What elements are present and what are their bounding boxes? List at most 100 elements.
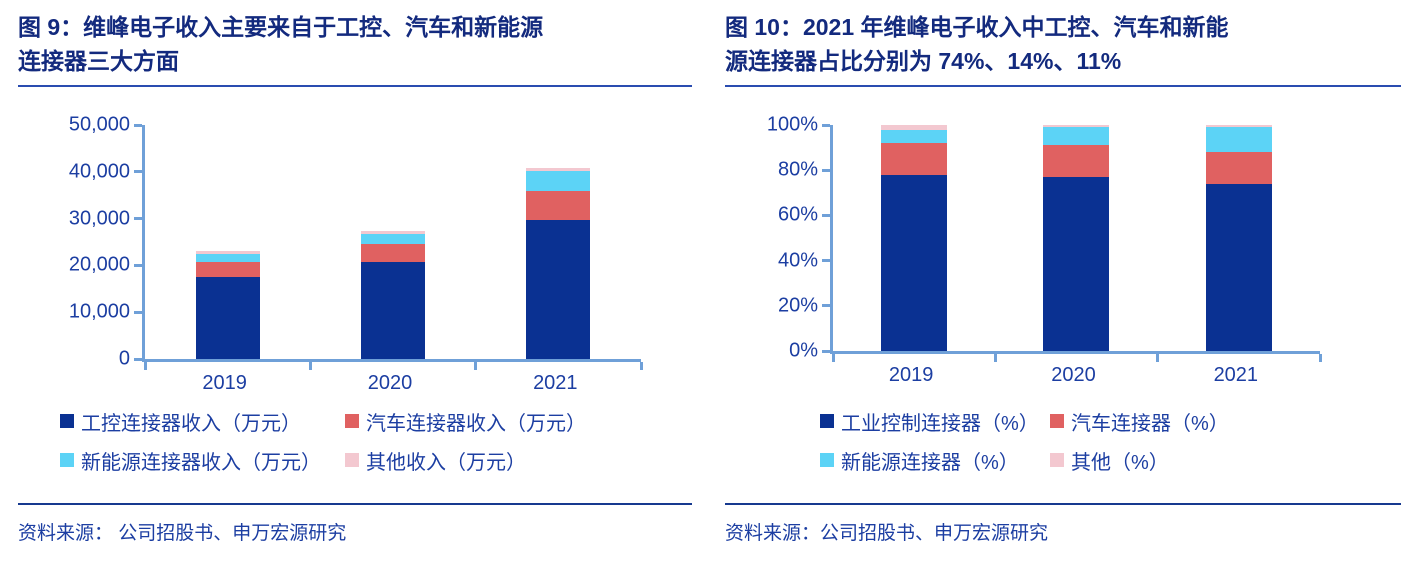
- x-axis-tick: [1318, 354, 1322, 362]
- bar-segment: [195, 261, 260, 278]
- y-axis-tick: [134, 263, 142, 267]
- bar-segment: [195, 253, 260, 262]
- bar-segment: [195, 251, 260, 254]
- x-axis-labels: 2019 2020 2021: [142, 372, 638, 395]
- bar-segment: [195, 277, 260, 359]
- y-tick-label: 0: [118, 347, 130, 370]
- category-cell-2019: [833, 125, 995, 351]
- bar-segment: [1043, 125, 1110, 128]
- bar-segment: [1205, 125, 1272, 128]
- x-axis-tick: [639, 362, 643, 370]
- y-axis-tick: [134, 123, 142, 127]
- legend-label: 新能源连接器（%）: [841, 451, 1019, 474]
- legend-label: 汽车连接器（%）: [1071, 412, 1229, 435]
- y-axis-tick: [822, 123, 830, 127]
- figure-9-legend: 工控连接器收入（万元） 汽车连接器收入（万元） 新能源连接器收入（万元） 其他收入（万…: [60, 407, 586, 474]
- x-axis-tick: [1156, 354, 1160, 362]
- bar-segment: [360, 262, 425, 359]
- figure-9-title: 图 9：维峰电子收入主要来自于工控、汽车和新能源 连接器三大方面: [18, 0, 692, 87]
- bar-segment: [526, 168, 591, 172]
- legend-row: 新能源连接器（%） 其他（%）: [820, 446, 1229, 474]
- y-axis-tick: [822, 304, 830, 308]
- y-axis-tick: [134, 170, 142, 174]
- x-axis-tick: [143, 362, 147, 370]
- y-axis-tick: [134, 357, 142, 361]
- category-cell-2021: [476, 125, 641, 359]
- category-cell-2021: [1158, 125, 1320, 351]
- legend-item: 其他（%）: [1050, 446, 1169, 475]
- x-axis-labels: 2019 2020 2021: [830, 364, 1317, 387]
- legend-label: 新能源连接器收入（万元）: [81, 451, 321, 474]
- bar-segment: [1205, 152, 1272, 184]
- y-axis-tick: [822, 349, 830, 353]
- stacked-bar-2020: [1043, 125, 1110, 351]
- legend-swatch: [60, 414, 74, 428]
- bar-segment: [526, 191, 591, 221]
- bar-segment: [360, 231, 425, 235]
- bar-segment: [881, 125, 948, 130]
- legend-swatch: [820, 414, 834, 428]
- revenue-share-stacked-bar-chart: 0% 20% 40% 60% 80% 100% 2019 2020 2021: [725, 97, 1401, 402]
- legend-swatch: [1050, 453, 1064, 467]
- legend-item: 工控连接器收入（万元）: [60, 407, 345, 436]
- y-tick-label: 20,000: [68, 253, 130, 276]
- legend-item: 新能源连接器收入（万元）: [60, 446, 345, 475]
- stacked-bar-2021: [526, 125, 591, 359]
- stacked-bar-2019: [881, 125, 948, 351]
- plot-area: [822, 123, 1322, 362]
- category-cell-2019: [145, 125, 310, 359]
- stacked-bar-2020: [360, 125, 425, 359]
- bar-segment: [881, 129, 948, 144]
- legend-item: 汽车连接器收入（万元）: [345, 407, 586, 436]
- stacked-bar-2021: [1205, 125, 1272, 351]
- y-tick-label: 60%: [777, 203, 818, 226]
- figure-10-source-note: 资料来源：公司招股书、申万宏源研究: [725, 503, 1401, 545]
- legend-swatch: [345, 414, 359, 428]
- x-tick-label: 2019: [202, 372, 247, 394]
- y-tick-label: 100%: [766, 113, 818, 136]
- y-tick-label: 0%: [789, 339, 818, 362]
- revenue-stacked-bar-chart: 0 10,000 20,000 30,000 40,000 50,000 2019 2020 2…: [18, 97, 692, 402]
- figure-10-title: 图 10：2021 年维峰电子收入中工控、汽车和新能 源连接器占比分别为 74%、…: [725, 0, 1401, 87]
- figure-9-title-line1: 图 9：维峰电子收入主要来自于工控、汽车和新能源: [18, 14, 544, 40]
- bar-segment: [360, 234, 425, 245]
- y-tick-label: 10,000: [68, 300, 130, 323]
- figure-9-source-note: 资料来源： 公司招股书、申万宏源研究: [18, 503, 692, 545]
- y-tick-label: 80%: [777, 158, 818, 181]
- figure-9-panel: 图 9：维峰电子收入主要来自于工控、汽车和新能源 连接器三大方面 0 10,000 2…: [18, 0, 692, 569]
- legend-label: 其他收入（万元）: [366, 451, 526, 474]
- category-cell-2020: [995, 125, 1157, 351]
- figure-10-panel: 图 10：2021 年维峰电子收入中工控、汽车和新能 源连接器占比分别为 74%、…: [725, 0, 1401, 569]
- figure-10-legend: 工业控制连接器（%） 汽车连接器（%） 新能源连接器（%） 其他（%）: [820, 407, 1229, 474]
- x-axis-tick: [831, 354, 835, 362]
- y-axis-tick: [134, 310, 142, 314]
- y-tick-label: 40,000: [68, 160, 130, 183]
- legend-item: 其他收入（万元）: [345, 446, 526, 475]
- legend-swatch: [1050, 414, 1064, 428]
- legend-swatch: [60, 453, 74, 467]
- x-axis-tick: [474, 362, 478, 370]
- legend-item: 汽车连接器（%）: [1050, 407, 1229, 436]
- category-cell-2020: [310, 125, 475, 359]
- y-axis-tick: [822, 168, 830, 172]
- bar-row: [145, 125, 641, 359]
- plot-area: [134, 123, 643, 370]
- legend-label: 工控连接器收入（万元）: [81, 412, 301, 435]
- bar-row: [833, 125, 1320, 351]
- bar-segment: [526, 220, 591, 359]
- y-tick-label: 50,000: [68, 113, 130, 136]
- x-tick-label: 2021: [533, 372, 578, 394]
- x-axis-tick: [993, 354, 997, 362]
- x-axis-tick: [308, 362, 312, 370]
- legend-label: 其他（%）: [1071, 451, 1169, 474]
- bar-segment: [1043, 127, 1110, 146]
- bar-segment: [1043, 176, 1110, 351]
- legend-item: 新能源连接器（%）: [820, 446, 1050, 475]
- bar-segment: [1043, 145, 1110, 177]
- legend-row: 工控连接器收入（万元） 汽车连接器收入（万元）: [60, 407, 586, 435]
- x-tick-label: 2020: [367, 372, 413, 394]
- x-tick-label: 2021: [1213, 364, 1259, 386]
- bar-segment: [1205, 127, 1272, 153]
- legend-swatch: [345, 453, 359, 467]
